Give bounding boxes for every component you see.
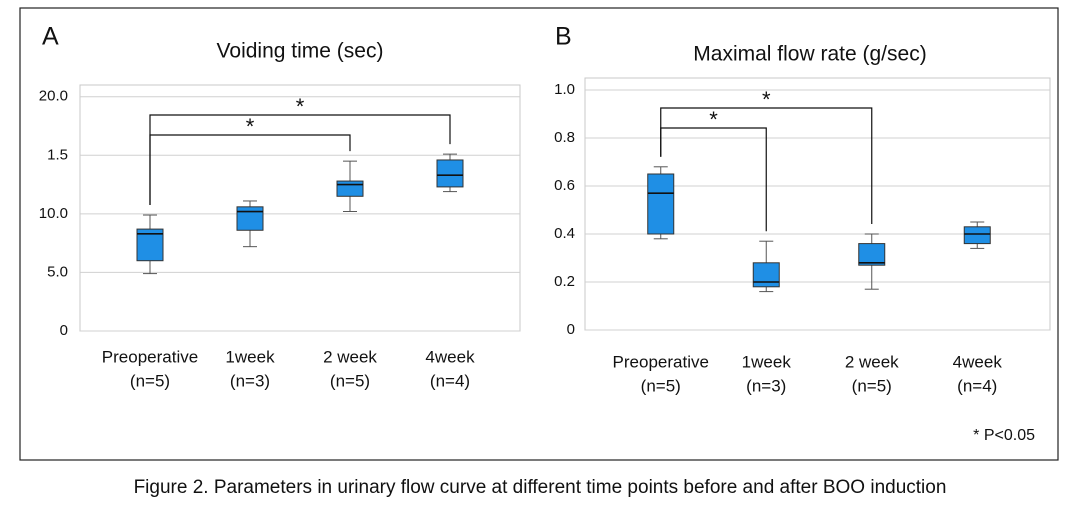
panel-letter: A bbox=[42, 23, 59, 51]
x-tick-label: 4week bbox=[425, 347, 475, 366]
y-tick-label: 1.5 bbox=[47, 146, 68, 163]
x-tick-label: 2 week bbox=[323, 347, 377, 366]
box bbox=[336, 180, 364, 197]
footnote: * P<0.05 bbox=[973, 427, 1035, 444]
y-tick-label: 0.4 bbox=[554, 225, 575, 242]
significance-bracket bbox=[660, 127, 767, 232]
y-tick-label: 0.8 bbox=[554, 129, 575, 146]
figure-border bbox=[19, 7, 1059, 461]
box bbox=[963, 226, 991, 245]
caption: Figure 2. Parameters in urinary flow cur… bbox=[134, 477, 947, 498]
n-label: (n=3) bbox=[746, 376, 786, 395]
x-tick-label: Preoperative bbox=[613, 352, 709, 371]
chart-title: Voiding time (sec) bbox=[217, 40, 384, 63]
y-tick-label: 20.0 bbox=[39, 88, 68, 105]
significance-star: * bbox=[296, 94, 305, 119]
y-tick-label: 0.2 bbox=[554, 273, 575, 290]
x-tick-label: Preoperative bbox=[102, 347, 198, 366]
n-label: (n=4) bbox=[430, 371, 470, 390]
chart-title: Maximal flow rate (g/sec) bbox=[693, 43, 926, 66]
box bbox=[436, 159, 464, 188]
y-tick-label: 5.0 bbox=[47, 263, 68, 280]
n-label: (n=4) bbox=[957, 376, 997, 395]
significance-bracket bbox=[149, 114, 451, 206]
plot-frame bbox=[79, 84, 521, 332]
y-tick-label: 0.6 bbox=[554, 177, 575, 194]
n-label: (n=5) bbox=[641, 376, 681, 395]
x-tick-label: 1week bbox=[742, 352, 792, 371]
x-tick-label: 1week bbox=[225, 347, 275, 366]
n-label: (n=5) bbox=[330, 371, 370, 390]
y-tick-label: 0 bbox=[60, 322, 68, 339]
x-tick-label: 4week bbox=[953, 352, 1003, 371]
panel-letter: B bbox=[555, 23, 572, 51]
x-tick-label: 2 week bbox=[845, 352, 899, 371]
n-label: (n=3) bbox=[230, 371, 270, 390]
significance-bracket bbox=[660, 107, 873, 224]
y-tick-label: 0 bbox=[567, 321, 575, 338]
n-label: (n=5) bbox=[130, 371, 170, 390]
box bbox=[752, 262, 780, 288]
significance-bracket bbox=[149, 134, 351, 206]
significance-star: * bbox=[246, 114, 255, 139]
y-tick-label: 10.0 bbox=[39, 205, 68, 222]
n-label: (n=5) bbox=[852, 376, 892, 395]
significance-star: * bbox=[709, 107, 718, 132]
y-tick-label: 1.0 bbox=[554, 81, 575, 98]
box bbox=[858, 243, 886, 266]
significance-star: * bbox=[762, 87, 771, 112]
box bbox=[647, 173, 675, 235]
box bbox=[236, 206, 264, 231]
